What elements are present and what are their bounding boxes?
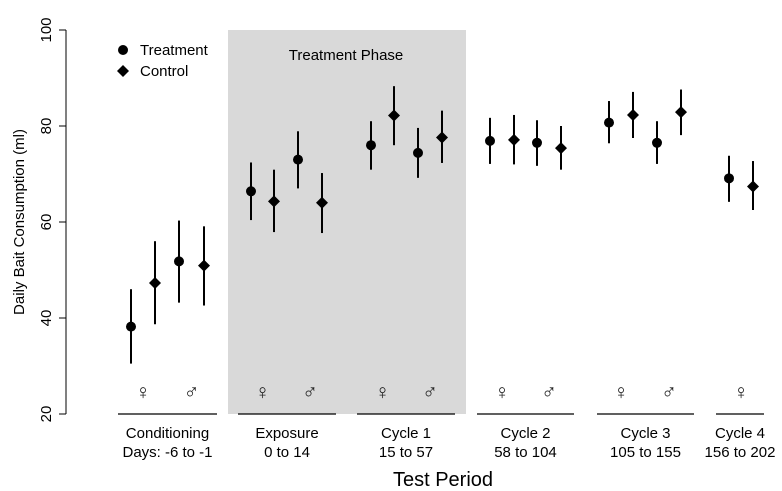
sex-symbol-cycle-3-male: ♂ bbox=[661, 381, 677, 404]
point-treatment-cycle-3-female bbox=[604, 117, 614, 128]
y-axis-title: Daily Bait Consumption (ml) bbox=[11, 129, 28, 315]
group-range-cycle-2: 58 to 104 bbox=[494, 444, 557, 461]
point-control-cycle-2-male bbox=[555, 142, 567, 155]
group-range-cycle-3: 105 to 155 bbox=[610, 444, 681, 461]
point-treatment-conditioning-male bbox=[174, 256, 184, 267]
sex-symbol-exposure-male: ♂ bbox=[302, 381, 318, 404]
group-range-conditioning: Days: -6 to -1 bbox=[122, 444, 212, 461]
point-control-exposure-male bbox=[316, 196, 328, 209]
sex-symbol-conditioning-male: ♂ bbox=[184, 381, 200, 404]
point-treatment-conditioning-female bbox=[126, 321, 136, 332]
point-treatment-cycle-1-male bbox=[413, 147, 423, 158]
legend-marker-control bbox=[117, 65, 129, 77]
group-range-cycle-4: 156 to 202 bbox=[705, 444, 776, 461]
sex-symbol-cycle-1-male: ♂ bbox=[422, 381, 438, 404]
point-treatment-cycle-1-female bbox=[366, 140, 376, 151]
y-tick-label-80: 80 bbox=[38, 118, 55, 135]
sex-symbol-cycle-1-female: ♀ bbox=[375, 381, 391, 404]
group-label-cycle-2: Cycle 2 bbox=[500, 425, 550, 442]
point-treatment-cycle-2-female bbox=[485, 135, 495, 146]
sex-symbol-cycle-3-female: ♀ bbox=[613, 381, 629, 404]
point-control-conditioning-female bbox=[149, 276, 161, 289]
point-control-cycle-2-female bbox=[508, 133, 520, 146]
x-axis-title: Test Period bbox=[393, 469, 493, 491]
y-tick-label-20: 20 bbox=[38, 406, 55, 423]
data-points bbox=[126, 106, 759, 332]
sex-symbol-cycle-2-female: ♀ bbox=[494, 381, 510, 404]
legend: Treatment Control bbox=[117, 42, 209, 80]
treatment-phase-label: Treatment Phase bbox=[289, 47, 404, 64]
treatment-phase-region bbox=[228, 30, 466, 414]
group-label-cycle-3: Cycle 3 bbox=[620, 425, 670, 442]
point-control-cycle-1-female bbox=[388, 109, 400, 122]
point-control-cycle-1-male bbox=[436, 131, 448, 144]
point-treatment-cycle-4-female bbox=[724, 173, 734, 184]
point-control-cycle-3-male bbox=[675, 106, 687, 119]
sex-symbol-cycle-2-male: ♂ bbox=[541, 381, 557, 404]
sex-symbol-conditioning-female: ♀ bbox=[135, 381, 151, 404]
group-range-exposure: 0 to 14 bbox=[264, 444, 310, 461]
shaded-region-layer: Treatment Phase bbox=[228, 30, 466, 414]
group-range-cycle-1: 15 to 57 bbox=[379, 444, 433, 461]
legend-label-treatment: Treatment bbox=[140, 42, 209, 59]
sex-symbol-exposure-female: ♀ bbox=[255, 381, 271, 404]
group-label-exposure: Exposure bbox=[255, 425, 318, 442]
y-axis: 20 40 60 80 100 bbox=[38, 17, 67, 423]
legend-label-control: Control bbox=[140, 63, 188, 80]
point-control-cycle-4-female bbox=[747, 180, 759, 193]
group-label-conditioning: Conditioning bbox=[126, 425, 209, 442]
sex-symbol-cycle-4-female: ♀ bbox=[733, 381, 749, 404]
point-treatment-cycle-2-male bbox=[532, 137, 542, 148]
legend-marker-treatment bbox=[118, 45, 128, 55]
point-treatment-exposure-male bbox=[293, 154, 303, 165]
y-tick-label-60: 60 bbox=[38, 214, 55, 231]
point-control-cycle-3-female bbox=[627, 108, 639, 121]
point-treatment-exposure-female bbox=[246, 186, 256, 197]
point-control-conditioning-male bbox=[198, 259, 210, 272]
y-tick-label-100: 100 bbox=[38, 17, 55, 42]
point-control-exposure-female bbox=[268, 195, 280, 208]
y-tick-label-40: 40 bbox=[38, 310, 55, 327]
group-label-cycle-4: Cycle 4 bbox=[715, 425, 765, 442]
point-treatment-cycle-3-male bbox=[652, 137, 662, 148]
group-label-cycle-1: Cycle 1 bbox=[381, 425, 431, 442]
group-labels: Conditioning Days: -6 to -1 ♀ ♂ Exposure 0 to… bbox=[118, 381, 775, 461]
